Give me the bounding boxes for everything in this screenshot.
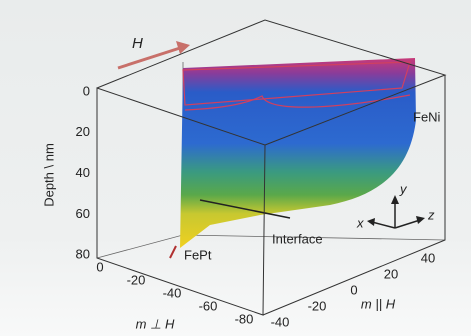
field-arrowhead — [176, 41, 190, 54]
layer-label: Interface — [272, 231, 323, 246]
depth-tick-label: 0 — [83, 83, 90, 98]
pointer — [169, 245, 177, 259]
perp-tick-label: -20 — [127, 272, 146, 287]
triad-heads — [367, 195, 425, 226]
layer-label: FeNi — [413, 109, 441, 124]
triad-label: z — [427, 207, 435, 222]
box-top — [96, 19, 447, 146]
par-tick-label: 40 — [421, 250, 435, 265]
axis-label: m || H — [361, 296, 396, 311]
axis-label: Depth \ nm — [41, 143, 56, 207]
triad-label: y — [399, 181, 408, 196]
triad-label: x — [356, 215, 364, 230]
depth-tick-label: 20 — [76, 124, 90, 139]
field-arrow — [117, 46, 181, 70]
par-tick-label: 20 — [384, 266, 398, 281]
layer-label: FePt — [184, 247, 212, 262]
perp-tick-label: 0 — [96, 259, 103, 274]
domain-wall-line — [184, 94, 411, 111]
par-tick-label: 0 — [350, 282, 357, 297]
box-right — [262, 75, 446, 316]
interface-line — [199, 199, 291, 219]
top-layer-outline — [182, 61, 411, 106]
par-tick-label: -40 — [271, 314, 290, 329]
depth-tick-label: 60 — [76, 206, 90, 221]
magnetization-surface — [180, 58, 416, 248]
depth-tick-label: 40 — [76, 165, 90, 180]
axis-label: m ⊥ H — [136, 316, 175, 331]
axis-triad — [371, 200, 421, 229]
depth-tick-label: 80 — [76, 247, 90, 262]
back-edge — [182, 234, 446, 241]
field-label: H — [132, 35, 143, 52]
perp-tick-label: -80 — [235, 311, 254, 326]
perp-tick-label: -40 — [163, 285, 182, 300]
par-tick-label: -20 — [308, 298, 327, 313]
perp-tick-label: -60 — [199, 298, 218, 313]
